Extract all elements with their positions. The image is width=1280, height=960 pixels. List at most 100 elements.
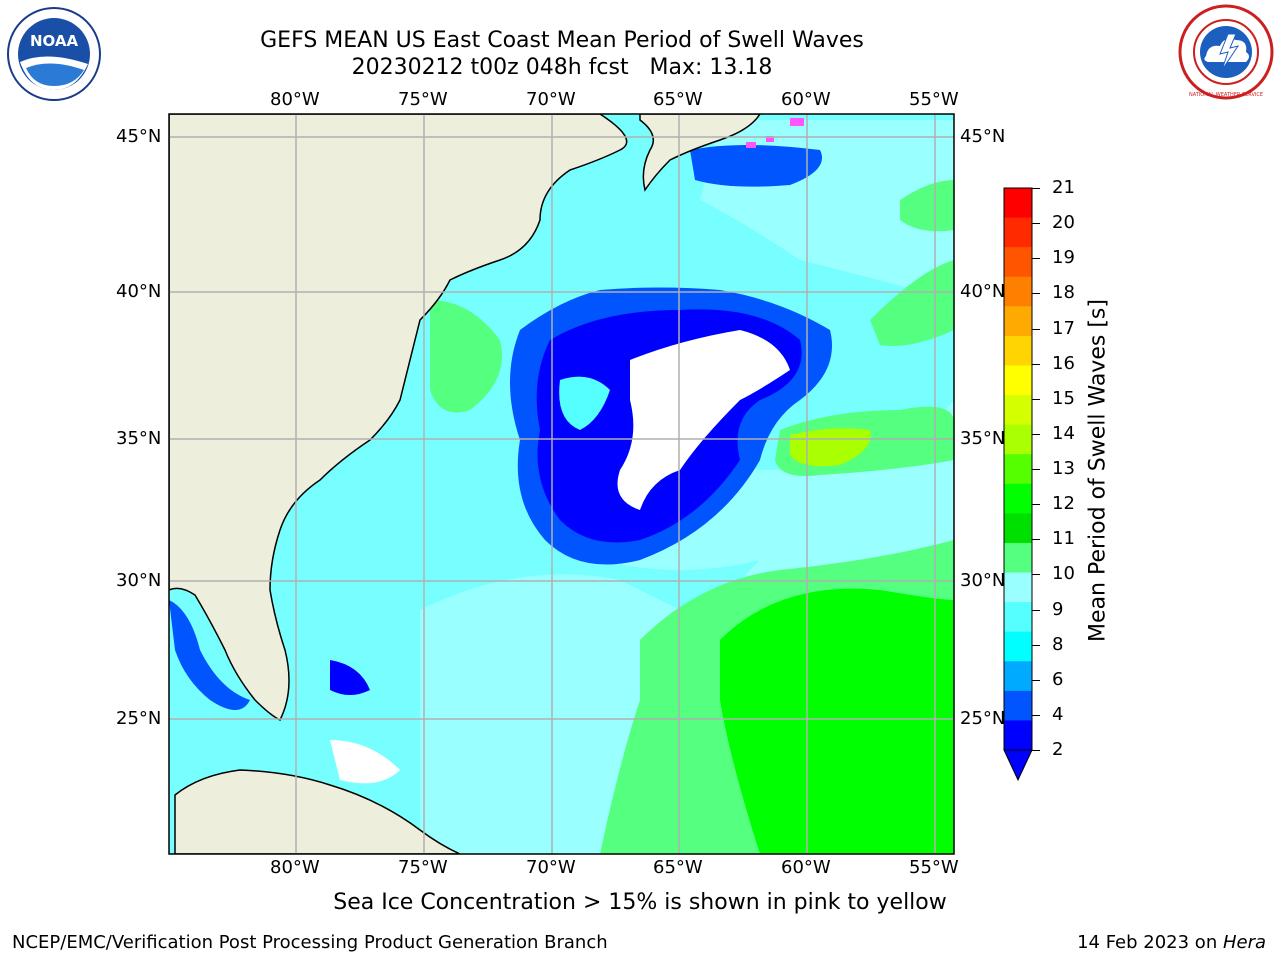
lat-label-left-45n: 45°N [116, 126, 162, 147]
colorbar-block [1004, 424, 1032, 455]
colorbar-tick-mark [1032, 574, 1040, 576]
colorbar-tick-label: 4 [1052, 703, 1064, 725]
colorbar-tick-label: 6 [1052, 668, 1064, 690]
colorbar-tick-label: 21 [1052, 177, 1075, 198]
colorbar-tick-label: 11 [1052, 528, 1075, 550]
noaa-logo-text: NOAA [30, 32, 79, 50]
lon-label-bottom-80w: 80°W [270, 857, 320, 878]
colorbar-tick-label: 17 [1052, 317, 1075, 339]
bahamas-blue-zone [330, 660, 370, 695]
colorbar-block [1004, 631, 1032, 662]
colorbar-block [1004, 395, 1032, 426]
lon-label-top-70w: 70°W [526, 89, 576, 110]
bright-green-swell-region [720, 588, 954, 854]
nws-logo-text: NATIONAL WEATHER SERVICE [1189, 92, 1263, 98]
colorbar-tick-mark [1032, 679, 1040, 681]
colorbar-tick-mark [1032, 644, 1040, 646]
colorbar-block [1004, 188, 1032, 219]
colorbar-tick-label: 10 [1052, 563, 1075, 585]
lon-label-top-55w: 55°W [909, 89, 959, 110]
footer-credit: NCEP/EMC/Verification Post Processing Pr… [12, 932, 608, 953]
lon-label-bottom-60w: 60°W [781, 857, 831, 878]
lon-label-top-80w: 80°W [270, 89, 320, 110]
lat-label-right-30n: 30°N [960, 570, 1006, 591]
colorbar-tick-label: 13 [1052, 458, 1075, 479]
colorbar-block [1004, 720, 1032, 751]
green-streak-ne [870, 260, 954, 346]
land-us-east-coast [169, 114, 628, 722]
land-cuba [174, 769, 461, 854]
map-title: GEFS MEAN US East Coast Mean Period of S… [260, 28, 864, 53]
green-patch-carolinas [430, 300, 502, 413]
colorbar-tick-mark [1032, 433, 1040, 435]
colorbar [1003, 187, 1033, 782]
nws-logo: NATIONAL WEATHER SERVICE [1178, 4, 1274, 104]
colorbar-block [1004, 483, 1032, 514]
colorbar-tick-label: 2 [1052, 739, 1064, 760]
sea-ice-patch-3 [766, 136, 774, 142]
colorbar-tick-mark [1032, 539, 1040, 541]
inner-cyan-patch [559, 376, 610, 430]
colorbar-blocks [1003, 187, 1033, 782]
colorbar-block [1004, 542, 1032, 574]
colorbar-tick-mark [1032, 328, 1040, 330]
lat-label-left-35n: 35°N [116, 428, 162, 449]
colorbar-block [1004, 217, 1032, 248]
colorbar-tick-label: 14 [1052, 422, 1075, 444]
lat-label-left-30n: 30°N [116, 570, 162, 591]
gulf-of-maine-blue [690, 145, 822, 187]
colorbar-tick-label: 16 [1052, 352, 1075, 374]
lat-label-left-25n: 25°N [116, 708, 162, 729]
colorbar-tick-mark [1032, 293, 1040, 295]
lon-label-bottom-70w: 70°W [526, 857, 576, 878]
colorbar-block [1004, 306, 1032, 337]
colorbar-tick-mark [1032, 469, 1040, 470]
colorbar-tick-label: 18 [1052, 282, 1075, 304]
colorbar-tick-mark [1032, 714, 1040, 716]
colorbar-tick-mark [1032, 188, 1040, 189]
map-subtitle: 20230212 t00z 048h fcst Max: 13.18 [351, 55, 773, 80]
lon-label-bottom-75w: 75°W [398, 857, 448, 878]
colorbar-block [1004, 690, 1032, 721]
colorbar-tick-mark [1032, 223, 1040, 225]
colorbar-block [1004, 247, 1032, 278]
lat-label-left-40n: 40°N [116, 281, 162, 302]
footer-date-text: 14 Feb 2023 on [1077, 932, 1223, 953]
swell-band-max [790, 428, 871, 467]
florida-blue-zone [169, 600, 250, 710]
lon-label-bottom-55w: 55°W [909, 857, 959, 878]
colorbar-extend-triangle [1003, 749, 1033, 782]
colorbar-block [1004, 661, 1032, 692]
colorbar-block [1004, 335, 1032, 366]
noaa-logo: NOAA [6, 6, 102, 106]
colorbar-tick-mark [1032, 750, 1040, 751]
lon-label-bottom-65w: 65°W [653, 857, 703, 878]
colorbar-tick-mark [1032, 398, 1040, 400]
lat-label-right-40n: 40°N [960, 281, 1006, 302]
map-frame [168, 113, 955, 855]
sea-ice-patch-2 [746, 142, 756, 148]
colorbar-tick-label: 8 [1052, 633, 1064, 655]
colorbar-block [1004, 602, 1032, 633]
colorbar-block [1004, 276, 1032, 307]
footer-machine: Hera [1222, 932, 1266, 953]
bahamas-white-zone [330, 740, 400, 784]
colorbar-tick-label: 9 [1052, 598, 1064, 620]
colorbar-label: Mean Period of Swell Waves [s] [1085, 299, 1111, 642]
lat-label-right-25n: 25°N [960, 708, 1006, 729]
colorbar-tick-mark [1032, 258, 1040, 260]
lat-label-right-35n: 35°N [960, 428, 1006, 449]
green-streak-far-ne [900, 180, 954, 232]
sea-ice-patch-1 [790, 118, 804, 126]
graticule [169, 114, 954, 854]
colorbar-tick-label: 19 [1052, 247, 1075, 269]
lon-label-top-75w: 75°W [398, 89, 448, 110]
colorbar-block [1004, 513, 1032, 544]
colorbar-block [1004, 572, 1032, 603]
colorbar-tick-label: 20 [1052, 212, 1075, 234]
colorbar-tick-mark [1032, 609, 1040, 611]
colorbar-tick-mark [1032, 363, 1040, 365]
lon-label-top-60w: 60°W [781, 89, 831, 110]
footer-date: 14 Feb 2023 on Hera [1077, 932, 1266, 953]
